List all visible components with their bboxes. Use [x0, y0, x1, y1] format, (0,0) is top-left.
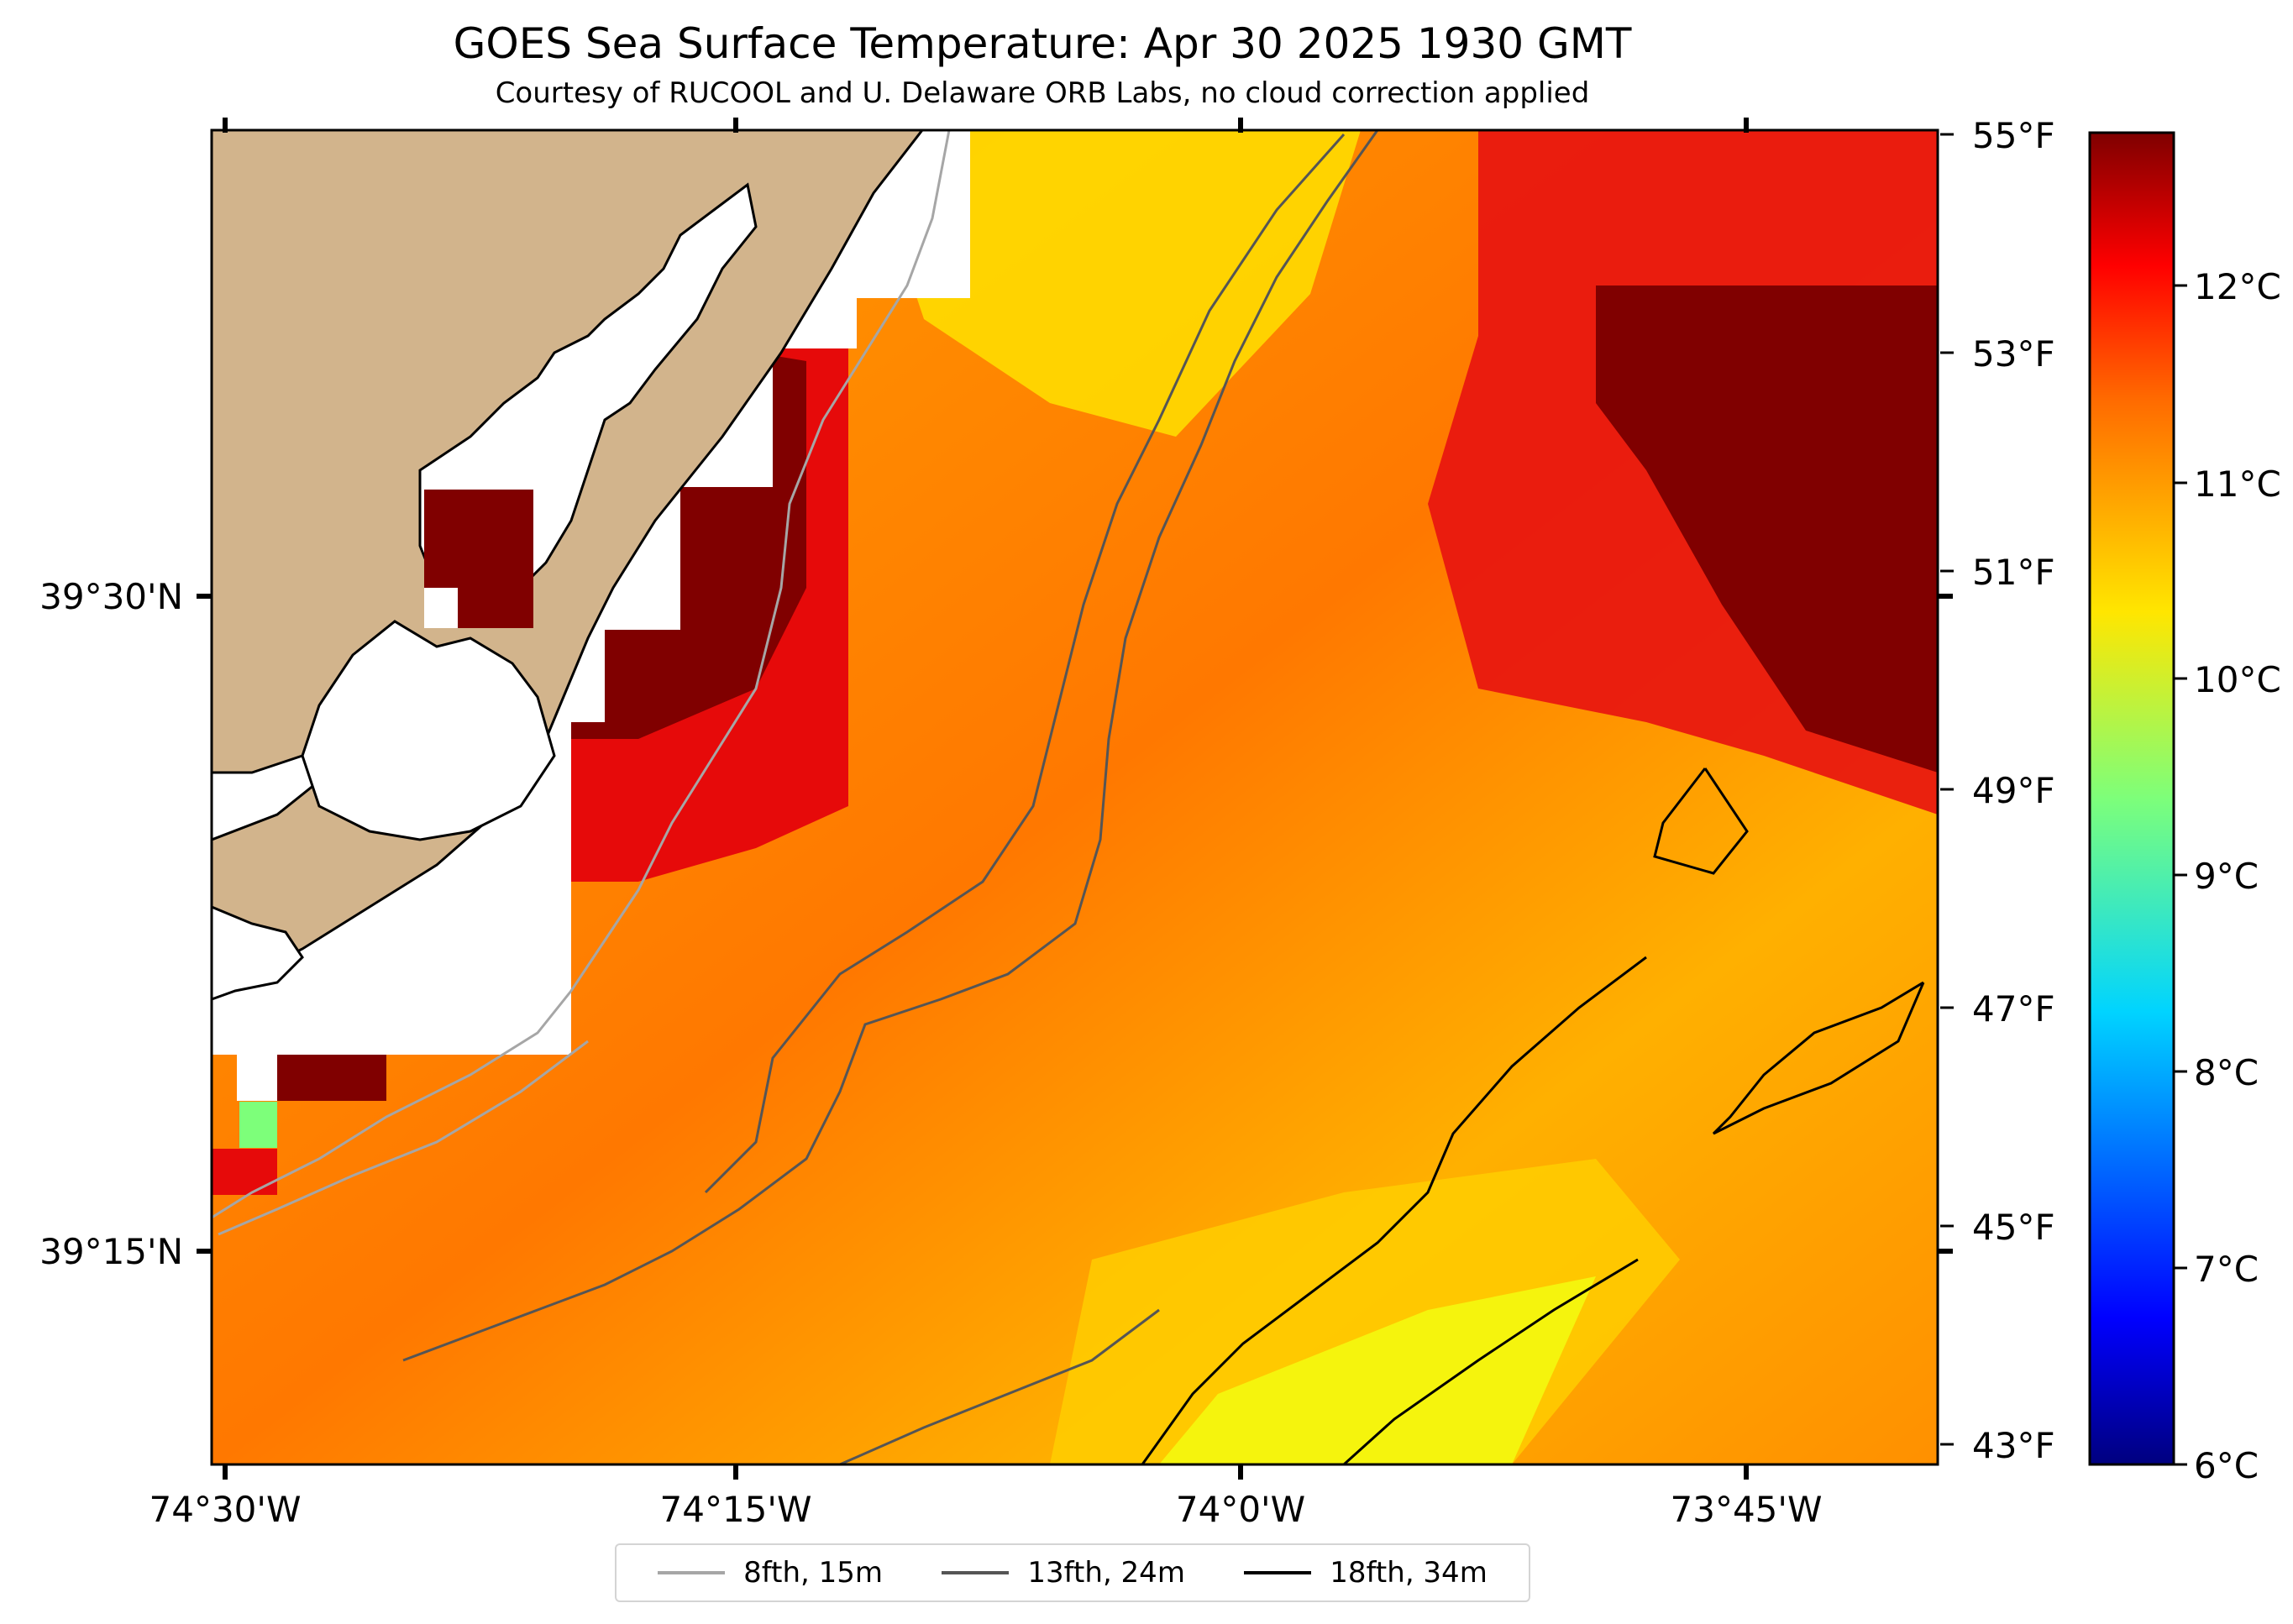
legend-item-24m: 13fth, 24m [942, 1556, 1185, 1590]
legend-label: 18fth, 34m [1330, 1556, 1488, 1590]
contour-34m [1141, 956, 1647, 1464]
fahrenheit-label: 45°F [1972, 1207, 2055, 1248]
map-title: GOES Sea Surface Temperature: Apr 30 202… [453, 19, 1632, 68]
contour-34m [1342, 1258, 1639, 1464]
lon-label: 74°0'W [1176, 1489, 1305, 1530]
celsius-label: 9°C [2194, 856, 2259, 897]
lat-label: 39°15'N [39, 1231, 183, 1272]
fahrenheit-label: 43°F [1972, 1425, 2055, 1466]
fahrenheit-label: 53°F [1972, 333, 2055, 375]
celsius-label: 6°C [2194, 1445, 2259, 1486]
celsius-label: 11°C [2194, 464, 2281, 505]
contour-24m [839, 1308, 1160, 1464]
legend-swatch-15m [658, 1571, 726, 1574]
contour-15m [212, 130, 951, 1219]
celsius-label: 12°C [2194, 266, 2281, 307]
lon-label: 74°30'W [150, 1489, 302, 1530]
legend-item-15m: 8fth, 15m [658, 1556, 883, 1590]
lon-axis: 74°30'W 74°15'W 74°0'W 73°45'W [150, 118, 1823, 1530]
lat-axis: 39°30'N 39°15'N [39, 576, 1953, 1272]
fahrenheit-label: 47°F [1972, 988, 2055, 1029]
fahrenheit-label: 49°F [1972, 770, 2055, 811]
bathymetry-contours [212, 130, 1925, 1464]
fahrenheit-scale: 55°F 53°F 51°F 49°F 47°F 45°F 43°F [1940, 115, 2055, 1466]
contour-15m [218, 1040, 589, 1236]
legend-label: 8fth, 15m [743, 1556, 884, 1590]
legend-item-34m: 18fth, 34m [1244, 1556, 1488, 1590]
map-frame [210, 128, 1939, 1466]
lon-label: 73°45'W [1671, 1489, 1823, 1530]
contour-legend: 8fth, 15m 13fth, 24m 18fth, 34m [615, 1543, 1530, 1602]
fahrenheit-label: 51°F [1972, 552, 2055, 593]
contour-34m [1712, 981, 1925, 1135]
coast [212, 130, 970, 1055]
celsius-label: 7°C [2194, 1249, 2259, 1290]
colorbar: 12°C 11°C 10°C 9°C 8°C 7°C 6°C [2088, 131, 2281, 1486]
lat-label: 39°30'N [39, 576, 183, 617]
celsius-label: 10°C [2194, 659, 2281, 700]
map-subtitle: Courtesy of RUCOOL and U. Delaware ORB L… [495, 76, 1590, 110]
legend-swatch-34m [1244, 1571, 1312, 1574]
fahrenheit-label: 55°F [1972, 115, 2055, 156]
legend-swatch-24m [942, 1571, 1010, 1574]
lon-label: 74°15'W [660, 1489, 812, 1530]
colorbar-gradient [2088, 131, 2175, 1466]
celsius-label: 8°C [2194, 1052, 2259, 1093]
contour-24m [704, 134, 1346, 1194]
contour-24m [402, 130, 1379, 1362]
legend-label: 13fth, 24m [1027, 1556, 1185, 1590]
contour-34m [1653, 767, 1749, 875]
